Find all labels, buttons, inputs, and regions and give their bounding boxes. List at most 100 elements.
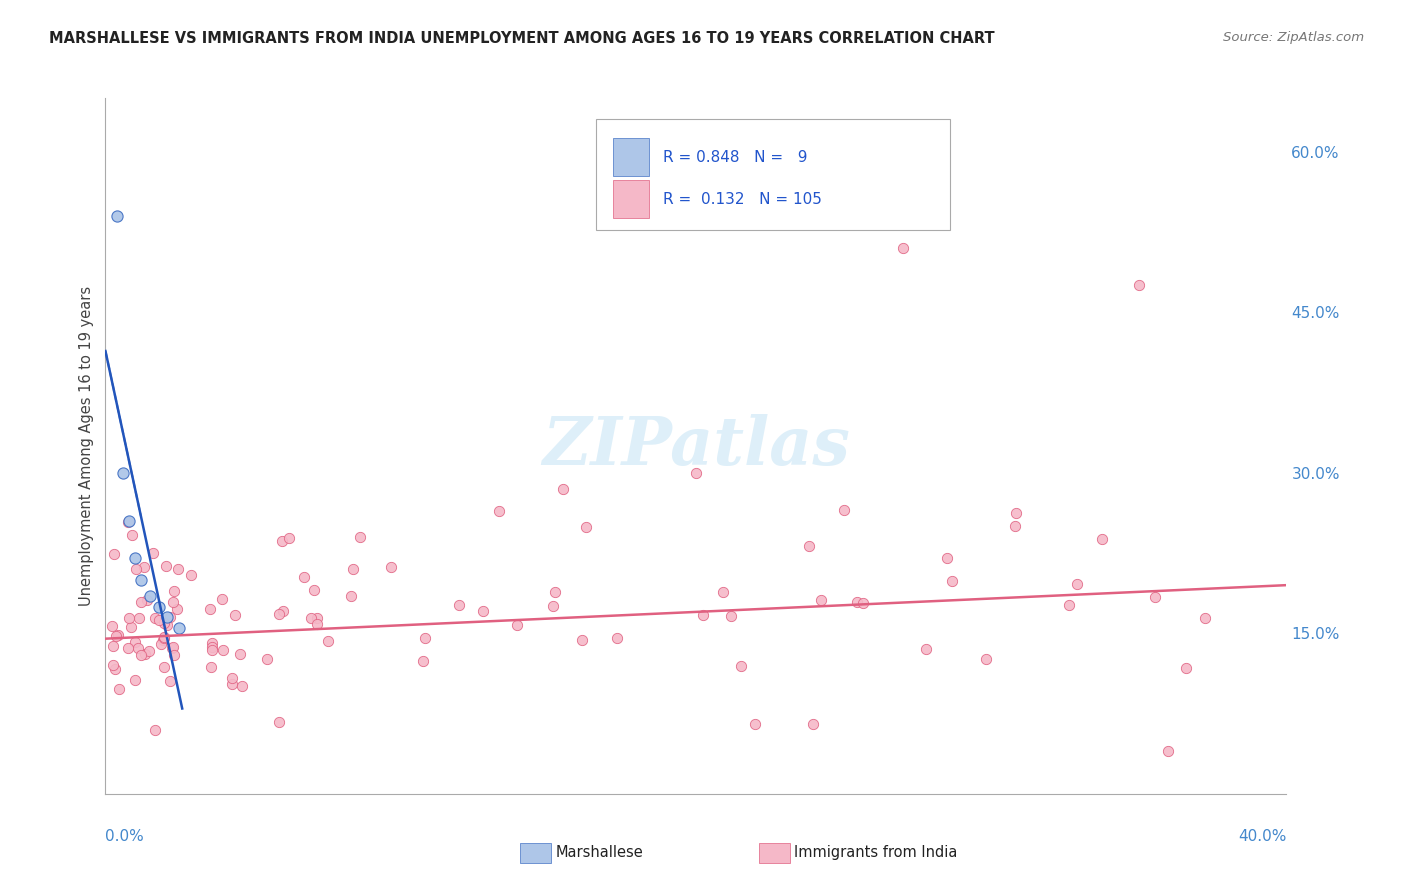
Text: MARSHALLESE VS IMMIGRANTS FROM INDIA UNEMPLOYMENT AMONG AGES 16 TO 19 YEARS CORR: MARSHALLESE VS IMMIGRANTS FROM INDIA UNE… — [49, 31, 995, 46]
FancyBboxPatch shape — [596, 119, 950, 230]
Point — [1175, 661, 1198, 675]
Point — [449, 599, 471, 613]
Point — [103, 547, 125, 561]
Point — [129, 594, 152, 608]
Point — [125, 562, 148, 576]
Point — [107, 628, 129, 642]
Point — [117, 515, 139, 529]
Point — [180, 568, 202, 582]
Point — [143, 610, 166, 624]
Point — [101, 658, 124, 673]
Point — [730, 659, 752, 673]
Point — [1059, 598, 1081, 612]
Point — [211, 643, 233, 657]
Point — [413, 631, 436, 645]
Point — [138, 644, 160, 658]
Bar — [613, 138, 648, 177]
Point — [551, 482, 574, 496]
Point — [294, 570, 316, 584]
Bar — [613, 180, 648, 219]
Point — [120, 620, 142, 634]
Point — [302, 582, 325, 597]
Point — [269, 715, 291, 730]
Point — [156, 610, 179, 624]
Text: Marshallese: Marshallese — [555, 846, 643, 860]
Point — [201, 636, 224, 650]
Point — [488, 504, 510, 518]
Point — [891, 241, 914, 255]
Point — [299, 611, 322, 625]
Text: R = 0.848   N =   9: R = 0.848 N = 9 — [662, 150, 807, 165]
Point — [1128, 278, 1150, 293]
Point — [606, 631, 628, 645]
Text: Source: ZipAtlas.com: Source: ZipAtlas.com — [1223, 31, 1364, 45]
Point — [575, 520, 598, 534]
Point — [107, 682, 129, 697]
Point — [148, 599, 170, 614]
Point — [166, 602, 188, 616]
Point — [129, 573, 152, 587]
Point — [941, 574, 963, 589]
Point — [153, 630, 176, 644]
Point — [744, 717, 766, 731]
Point — [201, 640, 224, 654]
Point — [117, 641, 139, 656]
Point — [221, 671, 243, 685]
Text: Immigrants from India: Immigrants from India — [794, 846, 957, 860]
Point — [148, 613, 170, 627]
Point — [544, 585, 567, 599]
Text: 0.0%: 0.0% — [105, 829, 145, 844]
Point — [267, 607, 290, 621]
Point — [685, 466, 707, 480]
Text: 40.0%: 40.0% — [1239, 829, 1286, 844]
Point — [1091, 532, 1114, 546]
Point — [571, 632, 593, 647]
Point — [229, 647, 252, 661]
Point — [127, 641, 149, 656]
Point — [1157, 744, 1180, 758]
Point — [101, 639, 124, 653]
Point — [846, 595, 869, 609]
Point — [159, 673, 181, 688]
Point — [153, 631, 176, 645]
Point — [134, 560, 156, 574]
Point — [801, 717, 824, 731]
Point — [167, 562, 190, 576]
Point — [163, 648, 186, 662]
Point — [124, 551, 146, 566]
Text: R =  0.132   N = 105: R = 0.132 N = 105 — [662, 192, 821, 207]
Point — [105, 209, 128, 223]
Point — [277, 531, 299, 545]
Point — [153, 660, 176, 674]
Point — [105, 629, 128, 643]
Point — [711, 585, 734, 599]
Point — [1194, 611, 1216, 625]
Point — [1005, 506, 1028, 520]
Point — [1144, 591, 1167, 605]
Point — [692, 607, 714, 622]
Point — [155, 558, 177, 573]
Point — [810, 593, 832, 607]
Point — [506, 618, 529, 632]
Point — [152, 632, 174, 647]
Point — [112, 466, 135, 480]
Point — [156, 617, 179, 632]
Point — [142, 546, 165, 560]
Point — [134, 647, 156, 661]
Point — [145, 723, 167, 737]
Point — [915, 642, 938, 657]
Point — [162, 640, 184, 654]
Point — [169, 621, 191, 635]
Point — [101, 619, 124, 633]
Point — [720, 608, 742, 623]
Point — [104, 662, 127, 676]
Text: ZIPatlas: ZIPatlas — [543, 414, 849, 478]
Point — [136, 593, 159, 607]
Point — [380, 560, 402, 574]
Point — [118, 514, 141, 528]
Point — [224, 608, 246, 623]
Point — [138, 589, 162, 603]
Point — [121, 528, 143, 542]
Point — [1004, 519, 1026, 533]
Point — [256, 652, 278, 666]
